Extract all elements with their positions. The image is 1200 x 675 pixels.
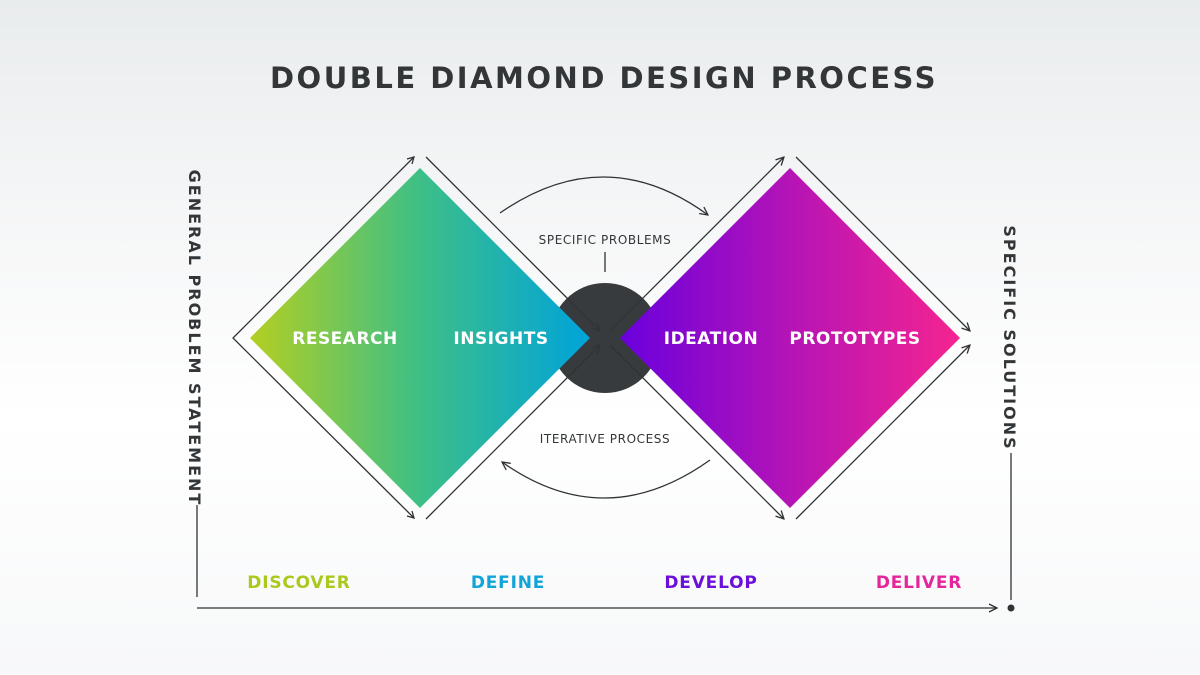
- phase-label-define: DEFINE: [471, 573, 545, 593]
- curved-arrow-bottom-icon: [502, 459, 711, 499]
- diamond-1-left-outline: [232, 156, 415, 519]
- diamond-develop-deliver: [620, 168, 960, 508]
- left-axis-label: GENERAL PROBLEM STATEMENT: [185, 170, 204, 507]
- center-circle: [550, 283, 660, 393]
- stage-label-research: RESEARCH: [292, 329, 398, 349]
- phase-label-discover: DISCOVER: [247, 573, 350, 593]
- diamond-1-lower-converge-arrow: [425, 345, 600, 520]
- stage-label-insights: INSIGHTS: [453, 329, 548, 349]
- right-axis-label: SPECIFIC SOLUTIONS: [1000, 225, 1019, 450]
- diamond-2-lower-converge-arrow: [795, 345, 970, 520]
- stage-label-prototypes: PROTOTYPES: [789, 329, 920, 349]
- page-title: DOUBLE DIAMOND DESIGN PROCESS: [270, 61, 938, 95]
- diamond-2-lower-diverge-arrow: [609, 344, 784, 519]
- phase-label-deliver: DELIVER: [876, 573, 962, 593]
- diamond-1-upper-converge-arrow: [425, 156, 600, 331]
- note-specific-problems: SPECIFIC PROBLEMS: [539, 233, 672, 247]
- diamond-discover-define: [250, 168, 590, 508]
- axis-end-dot: [1007, 604, 1015, 612]
- diamond-1-outline: [232, 156, 600, 520]
- diamond-2-upper-converge-arrow: [795, 156, 970, 331]
- arrowhead-icon: [406, 156, 415, 165]
- diamond-2-upper-diverge-arrow: [609, 157, 784, 332]
- diamond-2-outline: [609, 156, 970, 520]
- curved-arrow-top-icon: [499, 176, 708, 215]
- stage-label-ideation: IDEATION: [664, 329, 759, 349]
- phase-label-develop: DEVELOP: [664, 573, 757, 593]
- arrowhead-icon: [406, 510, 415, 519]
- note-iterative-process: ITERATIVE PROCESS: [540, 432, 670, 446]
